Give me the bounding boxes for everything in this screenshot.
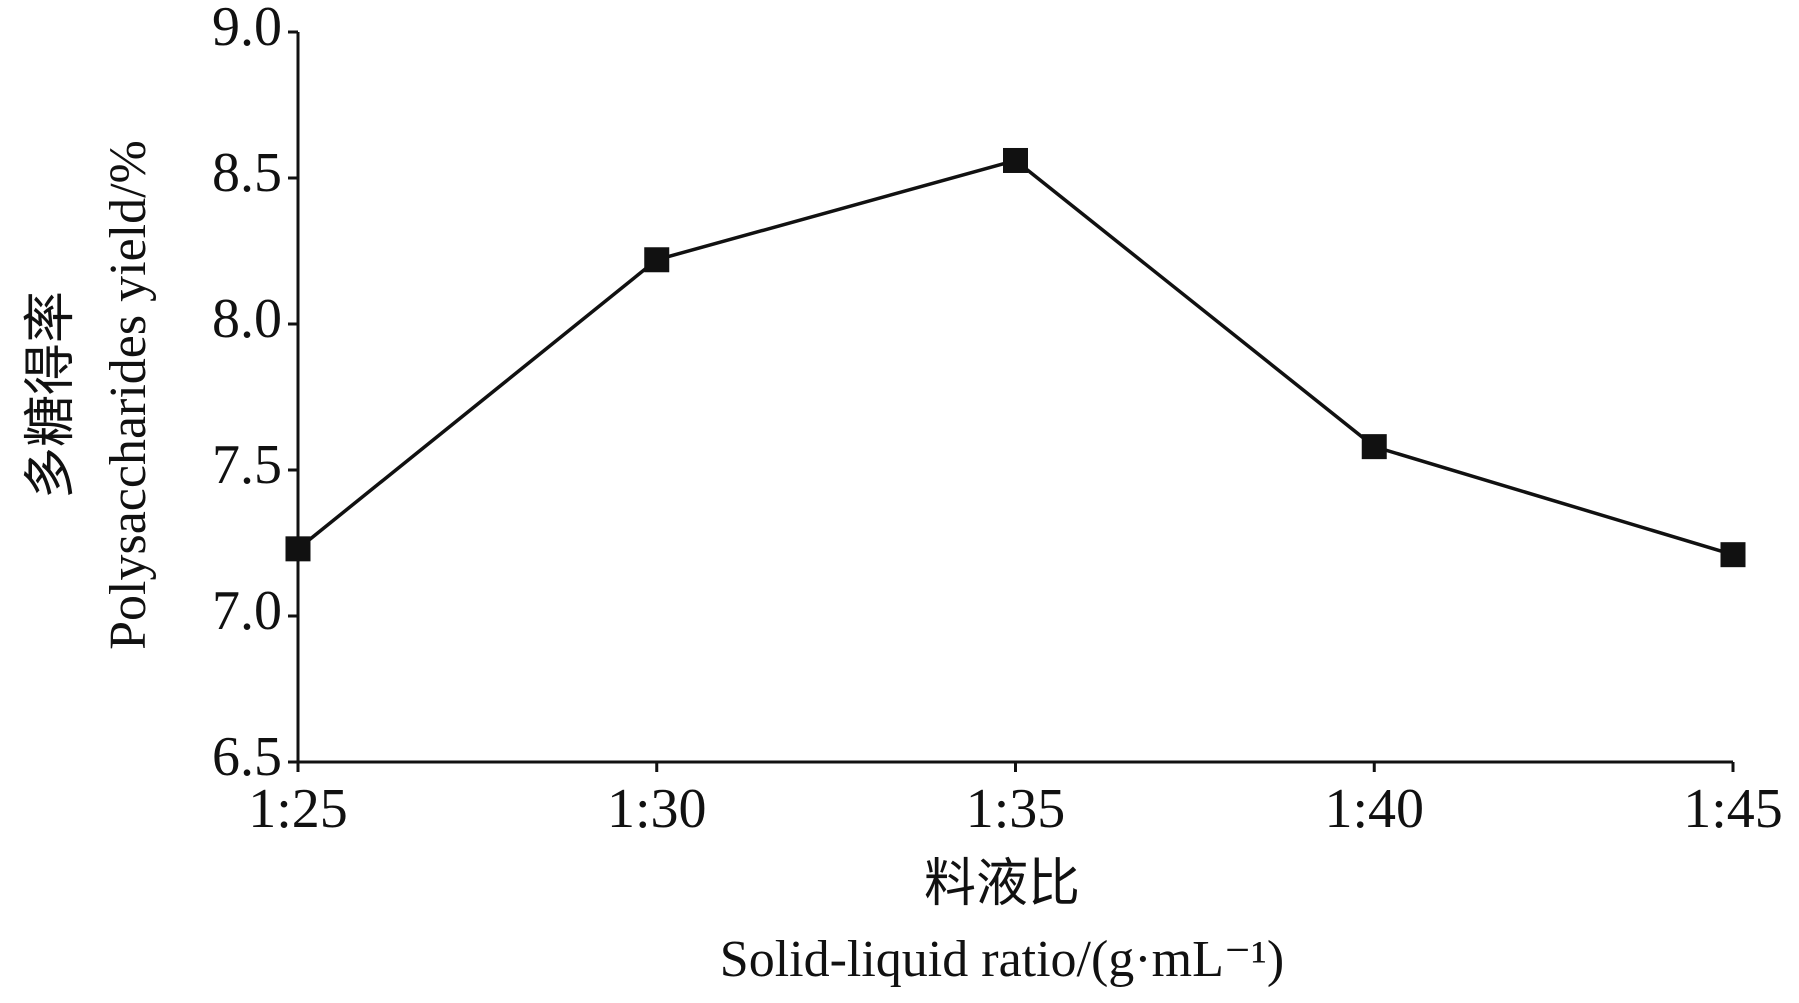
y-tick-label: 8.5 [212, 142, 282, 204]
data-point [1361, 434, 1387, 460]
y-tick-label: 9.0 [212, 0, 282, 58]
x-tick-label: 1:40 [1324, 778, 1424, 840]
y-axis-label: Polysaccharides yield/% [100, 140, 157, 650]
y-tick-label: 6.5 [212, 726, 282, 788]
y-tick-label: 7.5 [212, 434, 282, 496]
y-tick-label: 8.0 [212, 288, 282, 350]
x-axis-label: Solid-liquid ratio/(g·mL⁻¹) [720, 931, 1284, 988]
data-point [1720, 542, 1746, 568]
x-tick-label: 1:30 [607, 778, 707, 840]
x-tick-label: 1:45 [1683, 778, 1783, 840]
x-axis-label: 料液比 [924, 856, 1080, 913]
data-point [644, 247, 670, 273]
data-point [285, 536, 311, 562]
y-axis-label: 多糖得率 [23, 291, 80, 499]
data-point [1003, 147, 1028, 173]
data-line [296, 158, 1734, 557]
x-tick-label: 1:25 [248, 778, 348, 840]
y-tick-label: 7.0 [212, 580, 282, 642]
x-tick-label: 1:35 [966, 778, 1066, 840]
